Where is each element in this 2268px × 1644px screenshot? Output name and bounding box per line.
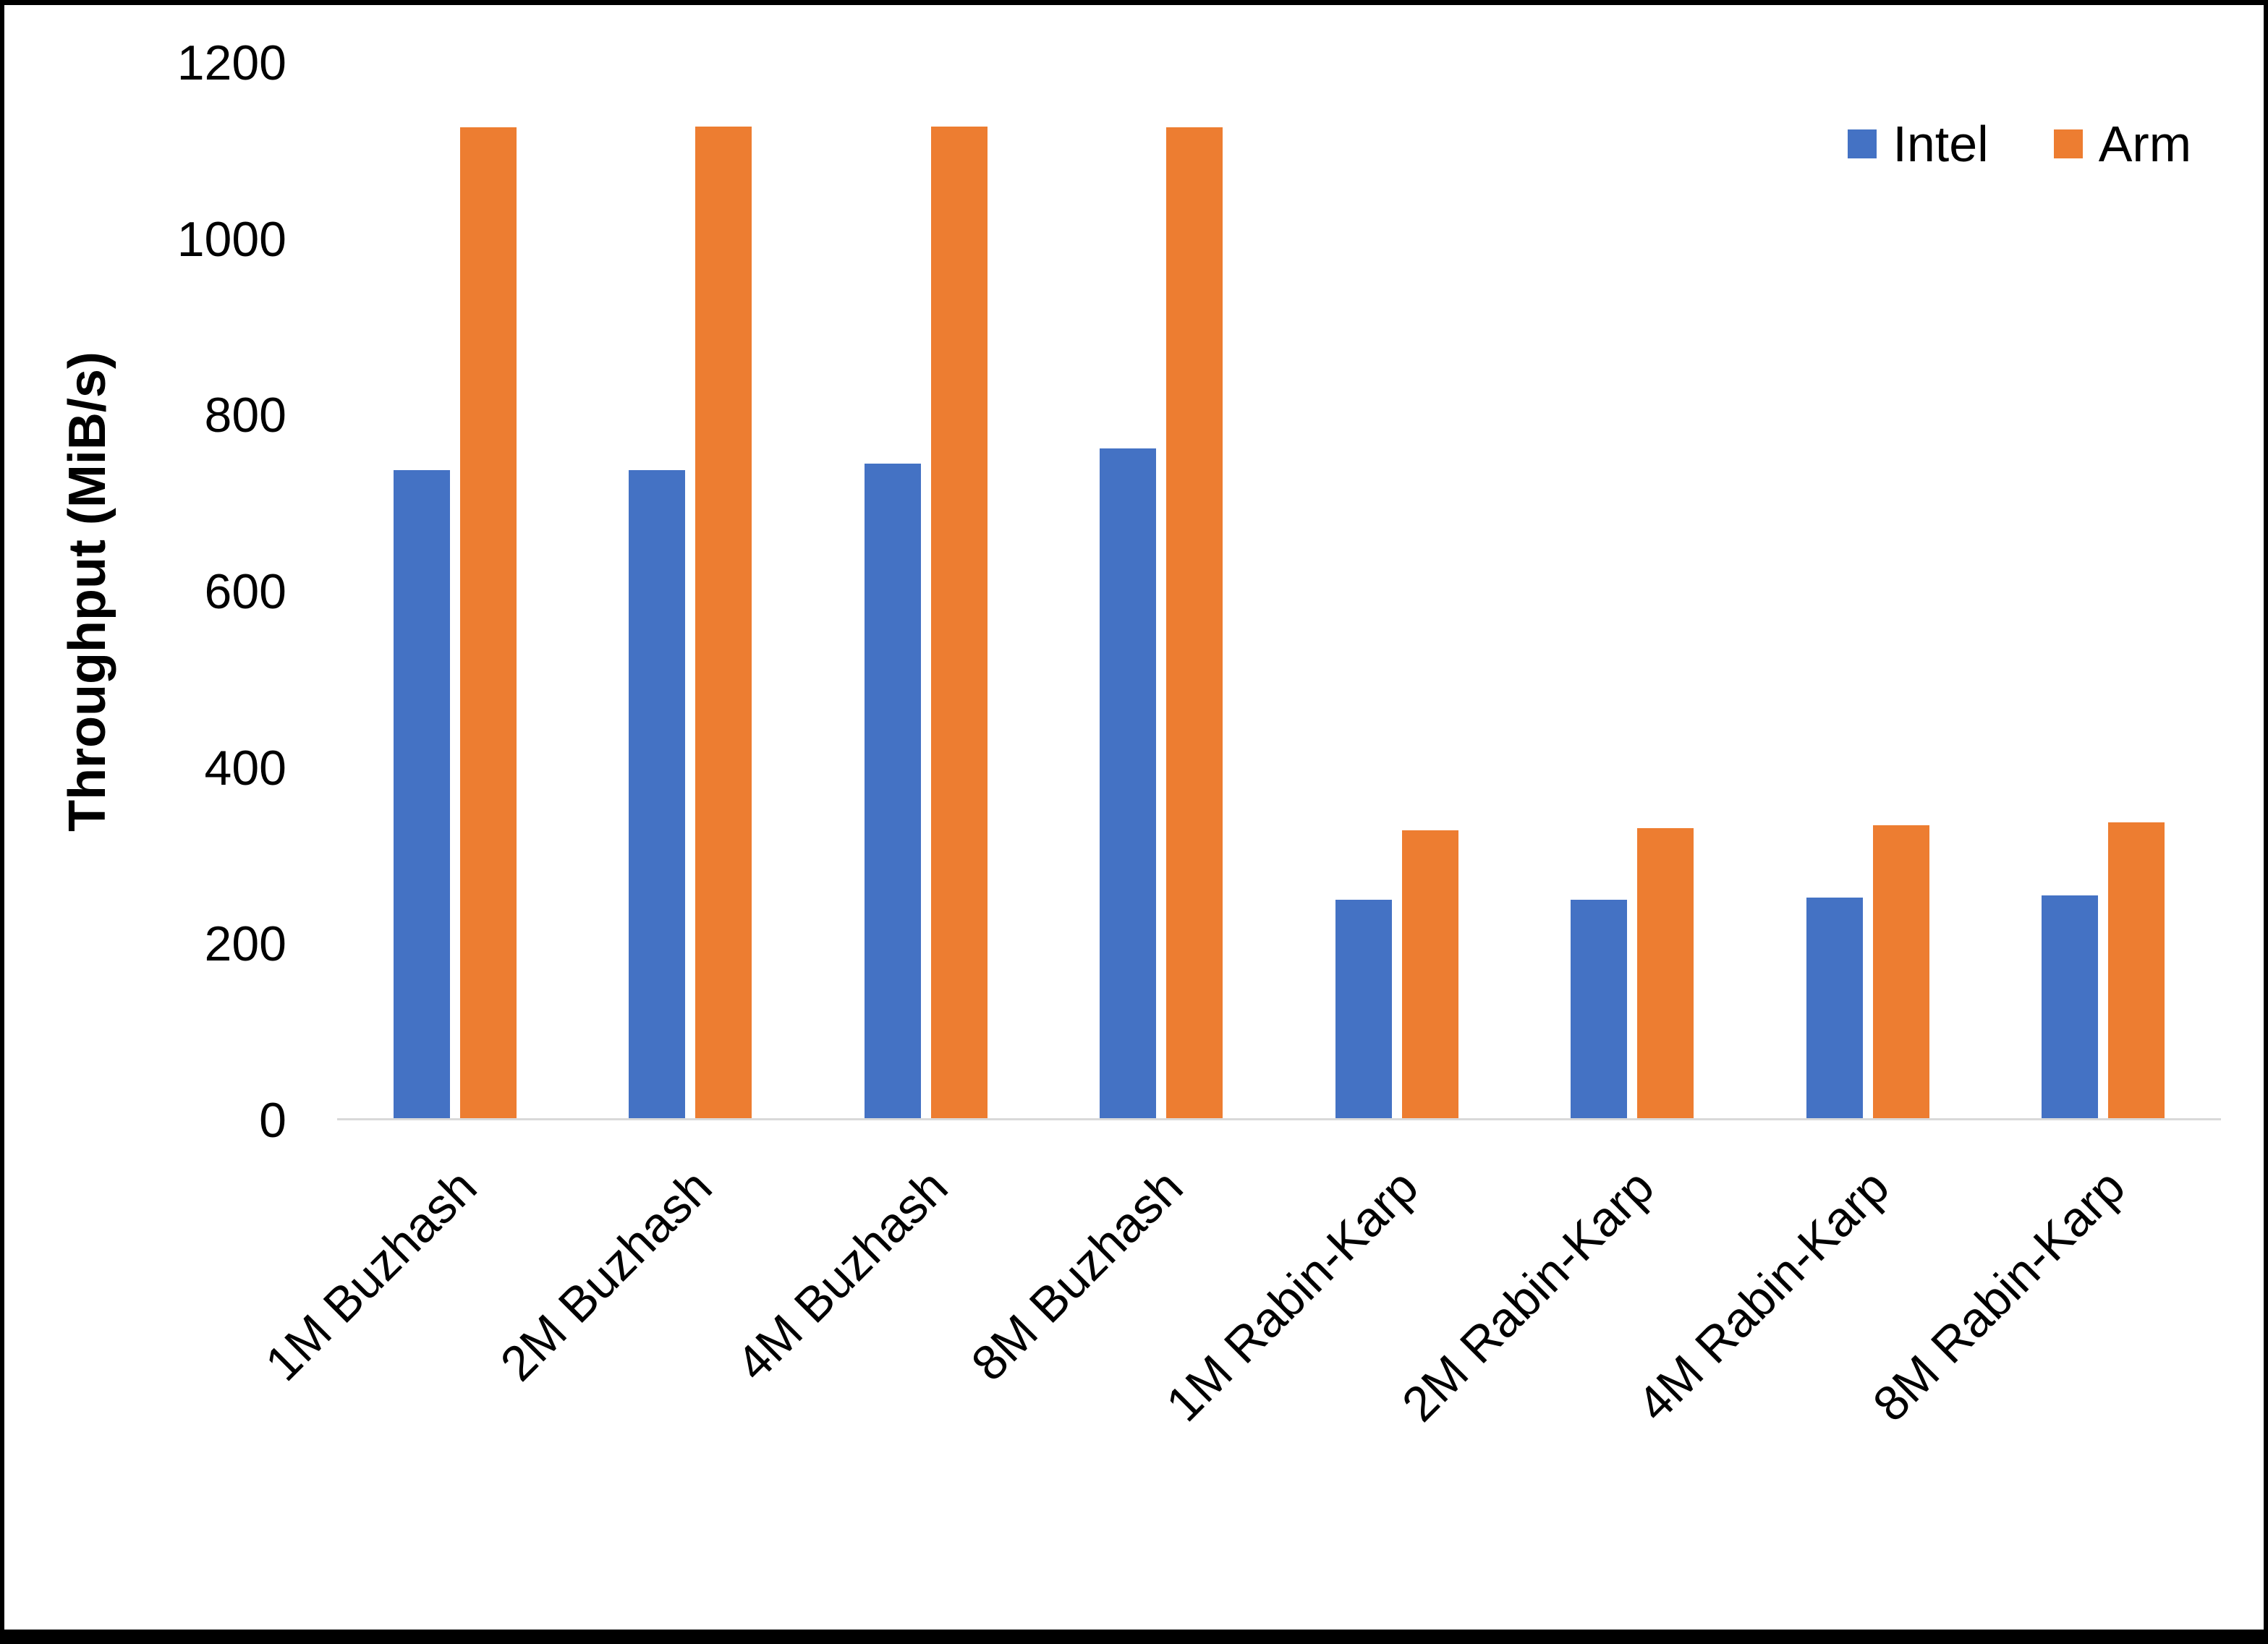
bar-arm-8m-rabin-karp [2108, 822, 2165, 1118]
y-tick-label: 200 [204, 916, 286, 972]
bar-group [1044, 63, 1280, 1118]
x-category-label: 1M Buzhash [255, 1159, 488, 1392]
bar-group [1279, 63, 1515, 1118]
legend-swatch-icon [2053, 129, 2083, 158]
x-category-label: 8M Rabin-Karp [1862, 1159, 2136, 1432]
bar-arm-1m-rabin-karp [1401, 830, 1458, 1118]
legend-swatch-icon [1848, 129, 1877, 158]
y-axis-ticks: 0 200 400 600 800 1000 1200 [4, 35, 286, 1148]
bar-intel-8m-buzhash [1100, 448, 1157, 1118]
bar-arm-1m-buzhash [459, 127, 517, 1118]
legend: Intel Arm [1848, 115, 2191, 173]
x-category-label: 4M Buzhash [726, 1159, 959, 1392]
bar-group [337, 63, 573, 1118]
legend-label: Intel [1893, 116, 1989, 172]
y-tick-label: 1200 [177, 35, 286, 90]
plot-area [337, 63, 2221, 1120]
bar-arm-4m-buzhash [930, 126, 988, 1118]
bar-arm-4m-rabin-karp [1872, 825, 1929, 1118]
bar-intel-1m-buzhash [393, 469, 450, 1118]
bar-group [808, 63, 1044, 1118]
bar-intel-2m-buzhash [629, 469, 686, 1118]
bar-intel-2m-rabin-karp [1571, 900, 1628, 1118]
bar-group [1750, 63, 1986, 1118]
bar-intel-8m-rabin-karp [2042, 895, 2099, 1118]
bar-arm-2m-rabin-karp [1637, 827, 1694, 1118]
x-category-label: 8M Buzhash [961, 1159, 1194, 1392]
x-axis-labels: 1M Buzhash 2M Buzhash 4M Buzhash 8M Buzhash… [255, 1123, 2221, 1528]
legend-item-intel: Intel [1848, 115, 1989, 173]
x-category-label: 2M Buzhash [490, 1159, 723, 1392]
y-tick-label: 1000 [177, 211, 286, 267]
y-tick-label: 0 [259, 1093, 286, 1148]
x-category-label: 1M Rabin-Karp [1156, 1159, 1430, 1432]
legend-item-arm: Arm [2053, 115, 2191, 173]
legend-label: Arm [2098, 116, 2191, 172]
bar-intel-1m-rabin-karp [1335, 900, 1392, 1118]
x-category-label: 4M Rabin-Karp [1627, 1159, 1900, 1432]
bar-group [1986, 63, 2222, 1118]
y-tick-label: 400 [204, 740, 286, 796]
bar-arm-8m-buzhash [1166, 127, 1223, 1118]
bar-group [573, 63, 809, 1118]
bar-intel-4m-rabin-karp [1806, 897, 1863, 1118]
bar-arm-2m-buzhash [695, 126, 752, 1118]
x-category-label: 2M Rabin-Karp [1391, 1159, 1665, 1432]
y-tick-label: 800 [204, 388, 286, 443]
y-tick-label: 600 [204, 564, 286, 619]
bar-intel-4m-buzhash [864, 464, 921, 1118]
bar-group [1515, 63, 1751, 1118]
